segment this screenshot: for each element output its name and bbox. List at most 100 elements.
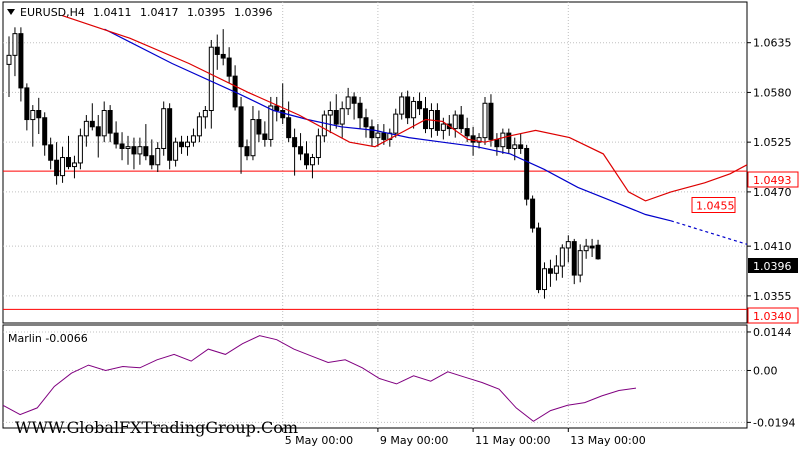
x-tick-label: 5 May 00:00: [285, 434, 353, 447]
candle: [518, 133, 524, 154]
candle: [286, 101, 292, 143]
candle: [274, 96, 280, 122]
candle: [77, 128, 83, 170]
candle: [500, 128, 506, 154]
candle: [113, 121, 119, 149]
candle: [95, 115, 101, 158]
y-tick-label: 1.0525: [753, 136, 792, 149]
candle: [12, 27, 18, 77]
candle: [357, 96, 363, 129]
main-grid: [3, 2, 747, 323]
candle: [458, 105, 464, 134]
candle: [262, 121, 268, 147]
candle: [298, 133, 304, 161]
moving-averages: [62, 15, 748, 245]
candle: [238, 96, 244, 174]
candle: [488, 94, 494, 147]
candle: [351, 92, 357, 120]
candle: [101, 101, 107, 143]
x-tick-label: 13 May 00:00: [570, 434, 645, 447]
candle: [452, 110, 458, 138]
candle: [375, 124, 381, 147]
candle: [542, 262, 547, 299]
horizontal-levels: [3, 170, 747, 310]
time-axis: 5 May 00:00 9 May 00:00 11 May 00:00 13 May…: [282, 428, 646, 447]
candle: [571, 238, 577, 285]
candle: [107, 105, 113, 143]
candle: [244, 139, 250, 161]
candle: [339, 101, 345, 138]
svg-text:1.0396: 1.0396: [753, 260, 792, 273]
candle: [482, 96, 488, 145]
candle: [214, 34, 220, 70]
candles: [6, 27, 601, 299]
y-tick-label: 1.0470: [753, 186, 792, 199]
candle: [423, 96, 428, 134]
ohlc-high: 1.0417: [140, 6, 179, 19]
candle: [393, 108, 399, 138]
candle: [524, 144, 530, 206]
candle: [161, 101, 167, 156]
candle: [83, 115, 89, 147]
candle: [149, 139, 155, 170]
candle: [553, 255, 559, 281]
candle: [369, 119, 375, 147]
candle: [185, 135, 190, 156]
candle: [363, 108, 369, 138]
candle: [60, 146, 66, 183]
candle: [417, 92, 423, 116]
candle: [506, 128, 512, 154]
candle: [155, 142, 161, 172]
level-label-1-0493: 1.0493: [747, 171, 799, 188]
candle: [292, 128, 298, 176]
candle: [304, 141, 309, 170]
indicator-frame: [2, 324, 748, 429]
svg-text:1.0493: 1.0493: [753, 174, 792, 187]
marlin-indicator: [2, 335, 637, 422]
candle: [54, 142, 60, 185]
candle: [18, 27, 24, 102]
candle: [250, 105, 256, 161]
candle: [202, 105, 208, 129]
candle: [530, 195, 536, 233]
x-tick-label: 11 May 00:00: [475, 434, 550, 447]
candle: [583, 238, 589, 259]
projection-label: 1.0455: [691, 197, 736, 213]
symbol-label: EURUSD,H4: [20, 6, 85, 19]
candle: [333, 94, 339, 129]
candle: [315, 128, 321, 165]
y-tick-label: 1.0355: [753, 290, 792, 303]
candle: [30, 105, 36, 147]
candle: [589, 238, 595, 257]
indicator-label: Marlin -0.0066: [8, 332, 88, 345]
candle: [42, 112, 48, 156]
y-tick-label: 1.0635: [753, 37, 792, 50]
candle: [36, 97, 42, 135]
candle: [268, 96, 274, 147]
candle: [196, 112, 202, 143]
candle: [48, 137, 54, 170]
candle: [137, 137, 143, 165]
candle: [173, 137, 179, 167]
dropdown-triangle-icon[interactable]: [7, 9, 15, 15]
candle: [256, 110, 262, 143]
candle: [411, 96, 417, 129]
candle: [309, 153, 315, 179]
candle: [131, 137, 137, 170]
candle: [547, 259, 553, 287]
candle: [119, 132, 125, 161]
x-tick-label: 9 May 00:00: [380, 434, 448, 447]
candle: [536, 222, 542, 294]
candle: [66, 135, 71, 170]
candle: [405, 90, 411, 125]
ma-blue-projection: [670, 220, 748, 245]
price-axis: 1.0635 1.0580 1.0525 1.0470 1.0410 1.0355 0.01…: [747, 37, 795, 429]
candle: [595, 239, 601, 260]
candle: [89, 103, 95, 131]
y-tick-label: 1.0580: [753, 86, 792, 99]
indicator-grid: [3, 325, 747, 428]
main-chart-frame: [2, 1, 748, 324]
candle: [565, 235, 571, 263]
candle: [125, 135, 131, 165]
